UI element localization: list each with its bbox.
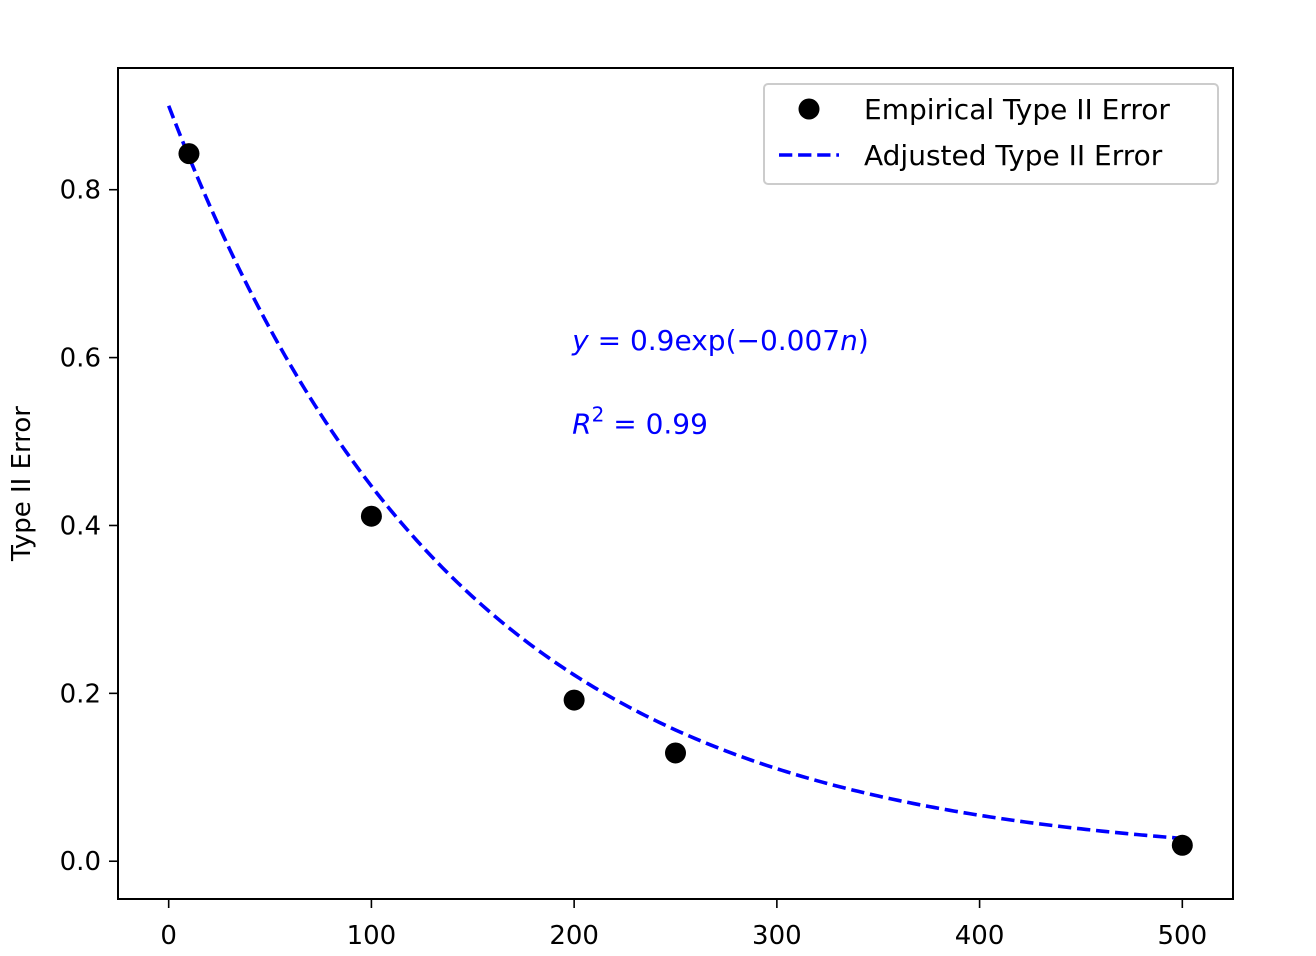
legend-marker-empirical xyxy=(798,98,820,120)
scatter-point xyxy=(665,742,686,764)
x-tick-label: 100 xyxy=(347,921,397,951)
annotation-equation: y = 0.9exp(−0.007n) xyxy=(571,324,869,357)
annotations-group: y = 0.9exp(−0.007n) R2 = 0.99 xyxy=(571,324,869,441)
y-tick-label: 0.6 xyxy=(60,344,101,374)
fit-line xyxy=(167,105,1183,841)
x-tick-label: 500 xyxy=(1157,921,1207,951)
x-tick-label: 400 xyxy=(955,921,1005,951)
scatter-point xyxy=(1171,834,1193,856)
y-axis-ticks: 0.0 0.2 0.4 0.6 0.8 xyxy=(60,176,118,877)
scatter-point xyxy=(360,505,382,527)
x-tick-label: 200 xyxy=(549,921,599,951)
scatter-point xyxy=(563,689,585,711)
annotation-r-squared: R2 = 0.99 xyxy=(572,403,708,441)
y-tick-label: 0.0 xyxy=(60,847,101,877)
fit-line-group xyxy=(167,105,1183,841)
scatter-points-group xyxy=(178,143,1193,856)
x-axis-ticks: 0 100 200 300 400 500 xyxy=(160,899,1207,951)
x-tick-label: 300 xyxy=(752,921,802,951)
y-tick-label: 0.2 xyxy=(60,679,101,709)
y-tick-label: 0.4 xyxy=(60,511,101,541)
y-axis-label: Type II Error xyxy=(7,406,37,562)
scatter-point xyxy=(178,143,200,165)
x-tick-label: 0 xyxy=(160,921,177,951)
legend-label: Adjusted Type II Error xyxy=(864,139,1163,172)
legend-box xyxy=(763,83,1219,185)
y-tick-label: 0.8 xyxy=(60,176,101,206)
legend-label: Empirical Type II Error xyxy=(864,93,1170,126)
legend: Empirical Type II Error Adjusted Type II … xyxy=(763,83,1219,185)
axes-frame xyxy=(117,67,1234,900)
